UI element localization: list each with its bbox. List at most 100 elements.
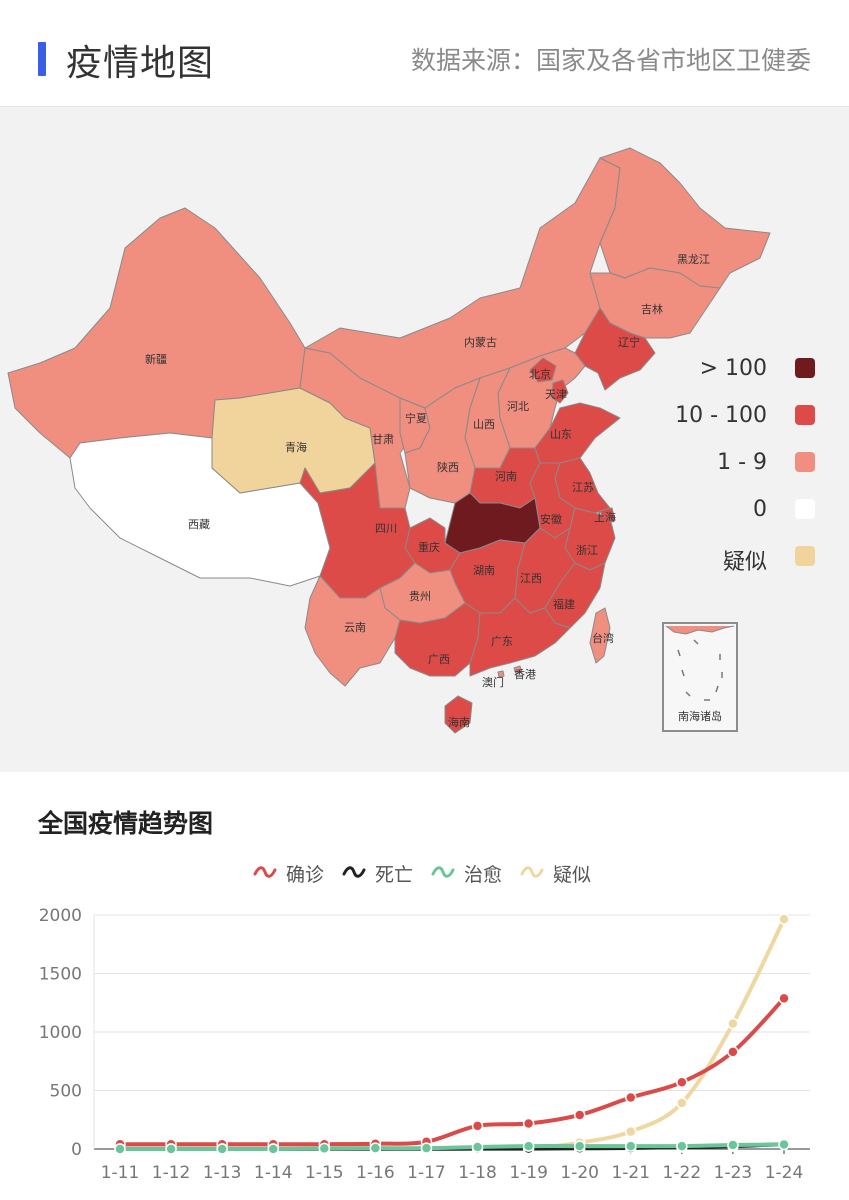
series-line-0[interactable] bbox=[118, 996, 786, 1147]
province-tianjin[interactable] bbox=[551, 379, 569, 404]
label-guangxi: 广西 bbox=[428, 653, 450, 666]
label-xinjiang: 新疆 bbox=[145, 352, 167, 366]
label-tianjin: 天津 bbox=[545, 388, 567, 401]
label-shanghai: 上海 bbox=[594, 510, 616, 524]
label-gansu: 甘肃 bbox=[372, 433, 394, 446]
trend-legend-label: 确诊 bbox=[286, 864, 325, 886]
province-taiwan[interactable] bbox=[589, 607, 611, 664]
legend-item-zero[interactable]: 0 bbox=[615, 491, 815, 538]
label-guangdong: 广东 bbox=[491, 635, 513, 648]
wave-icon bbox=[431, 866, 455, 878]
data-point[interactable] bbox=[676, 1076, 688, 1088]
province-xianggang[interactable] bbox=[513, 665, 523, 675]
x-tick-label: 1-21 bbox=[611, 1163, 650, 1183]
legend-label: 疑似 bbox=[722, 550, 767, 575]
province-heilongjiang[interactable] bbox=[599, 147, 771, 289]
legend-swatch bbox=[795, 405, 815, 425]
data-point[interactable] bbox=[369, 1142, 382, 1154]
data-point[interactable] bbox=[573, 1109, 586, 1121]
epidemic-map: 新疆 西藏 青海 甘肃 内蒙古 黑龙江 吉林 辽宁 北京 天津 河北 山西 宁夏… bbox=[0, 108, 849, 770]
label-hebei: 河北 bbox=[507, 400, 529, 413]
province-guangdong[interactable] bbox=[469, 597, 571, 677]
label-qinghai: 青海 bbox=[285, 440, 307, 454]
province-beijing[interactable] bbox=[529, 357, 557, 383]
label-heilongjiang: 黑龙江 bbox=[677, 253, 710, 266]
data-point[interactable] bbox=[573, 1140, 586, 1152]
label-chongqing: 重庆 bbox=[418, 540, 440, 554]
data-point[interactable] bbox=[727, 1139, 739, 1151]
legend-swatch bbox=[795, 546, 815, 566]
x-tick-label: 1-18 bbox=[458, 1163, 497, 1183]
data-point[interactable] bbox=[676, 1140, 688, 1152]
label-shaanxi: 陕西 bbox=[437, 460, 459, 474]
label-hubei: 湖北 bbox=[487, 518, 509, 531]
data-point[interactable] bbox=[778, 913, 790, 925]
label-yunnan: 云南 bbox=[344, 621, 366, 634]
inset-label: 南海诸岛 bbox=[678, 710, 722, 723]
province-hainan[interactable] bbox=[444, 695, 473, 734]
data-point[interactable] bbox=[625, 1140, 637, 1152]
data-point[interactable] bbox=[676, 1097, 688, 1109]
label-anhui: 安徽 bbox=[540, 512, 562, 526]
data-point[interactable] bbox=[216, 1143, 228, 1155]
legend-label: 0 bbox=[753, 497, 767, 522]
data-point[interactable] bbox=[727, 1046, 739, 1058]
label-ningxia: 宁夏 bbox=[405, 411, 427, 425]
x-tick-label: 1-20 bbox=[560, 1163, 599, 1183]
x-tick-label: 1-24 bbox=[765, 1163, 804, 1183]
x-tick-label: 1-13 bbox=[203, 1163, 242, 1183]
y-tick-label: 1500 bbox=[39, 965, 82, 985]
data-point[interactable] bbox=[420, 1142, 433, 1154]
label-neimenggu: 内蒙古 bbox=[464, 335, 497, 349]
y-tick-label: 1000 bbox=[39, 1023, 82, 1043]
data-point[interactable] bbox=[778, 1138, 790, 1151]
data-point[interactable] bbox=[625, 1125, 637, 1138]
data-point[interactable] bbox=[114, 1143, 126, 1155]
trend-legend: 确诊 死亡 治愈 疑似 bbox=[0, 858, 849, 888]
data-point[interactable] bbox=[727, 1017, 739, 1030]
data-point[interactable] bbox=[778, 992, 790, 1005]
legend-item-over-100[interactable]: > 100 bbox=[615, 350, 815, 397]
trend-section: 全国疫情趋势图 确诊 死亡 治愈 疑似 0 500 1000 1500 2000 1-11… bbox=[0, 772, 849, 1200]
x-tick-label: 1-19 bbox=[509, 1163, 548, 1183]
trend-legend-label: 治愈 bbox=[464, 864, 503, 886]
china-map: 新疆 西藏 青海 甘肃 内蒙古 黑龙江 吉林 辽宁 北京 天津 河北 山西 宁夏… bbox=[7, 147, 771, 734]
province-aomen[interactable] bbox=[497, 670, 505, 678]
data-point[interactable] bbox=[522, 1117, 535, 1130]
wave-icon bbox=[520, 866, 544, 878]
inset-islands bbox=[665, 625, 735, 701]
label-henan: 河南 bbox=[495, 470, 517, 483]
y-tick-label: 500 bbox=[50, 1082, 82, 1102]
label-taiwan: 台湾 bbox=[592, 631, 614, 645]
label-shandong: 山东 bbox=[550, 428, 572, 441]
legend-item-1-9[interactable]: 1 - 9 bbox=[615, 444, 815, 491]
data-point[interactable] bbox=[318, 1142, 331, 1155]
label-shanxi: 山西 bbox=[473, 418, 495, 431]
trend-legend-label: 死亡 bbox=[375, 864, 414, 886]
wave-icon bbox=[342, 866, 366, 878]
label-jiangxi: 江西 bbox=[520, 572, 542, 585]
data-point[interactable] bbox=[267, 1143, 279, 1155]
data-point[interactable] bbox=[471, 1120, 484, 1132]
label-liaoning: 辽宁 bbox=[618, 335, 640, 349]
label-xianggang: 香港 bbox=[514, 668, 536, 681]
data-source-note: 数据来源：国家及各省市地区卫健委 bbox=[410, 46, 811, 75]
legend-item-10-100[interactable]: 10 - 100 bbox=[615, 397, 815, 444]
province-yunnan[interactable] bbox=[304, 575, 401, 687]
header: 疫情地图 数据来源：国家及各省市地区卫健委 bbox=[0, 0, 849, 107]
page-title: 疫情地图 bbox=[66, 43, 215, 84]
legend-swatch bbox=[795, 499, 815, 519]
data-point[interactable] bbox=[522, 1140, 535, 1152]
data-point[interactable] bbox=[471, 1141, 484, 1153]
label-hunan: 湖南 bbox=[473, 564, 495, 577]
series-line-3[interactable] bbox=[526, 917, 786, 1151]
legend-label: > 100 bbox=[699, 356, 767, 381]
y-tick-label: 0 bbox=[71, 1140, 82, 1160]
label-fujian: 福建 bbox=[553, 597, 575, 611]
label-jiangsu: 江苏 bbox=[572, 481, 594, 494]
data-point[interactable] bbox=[625, 1091, 637, 1104]
label-guizhou: 贵州 bbox=[409, 590, 431, 603]
data-point[interactable] bbox=[165, 1143, 177, 1155]
label-zhejiang: 浙江 bbox=[576, 544, 598, 557]
legend-item-suspected[interactable]: 疑似 bbox=[615, 538, 815, 585]
